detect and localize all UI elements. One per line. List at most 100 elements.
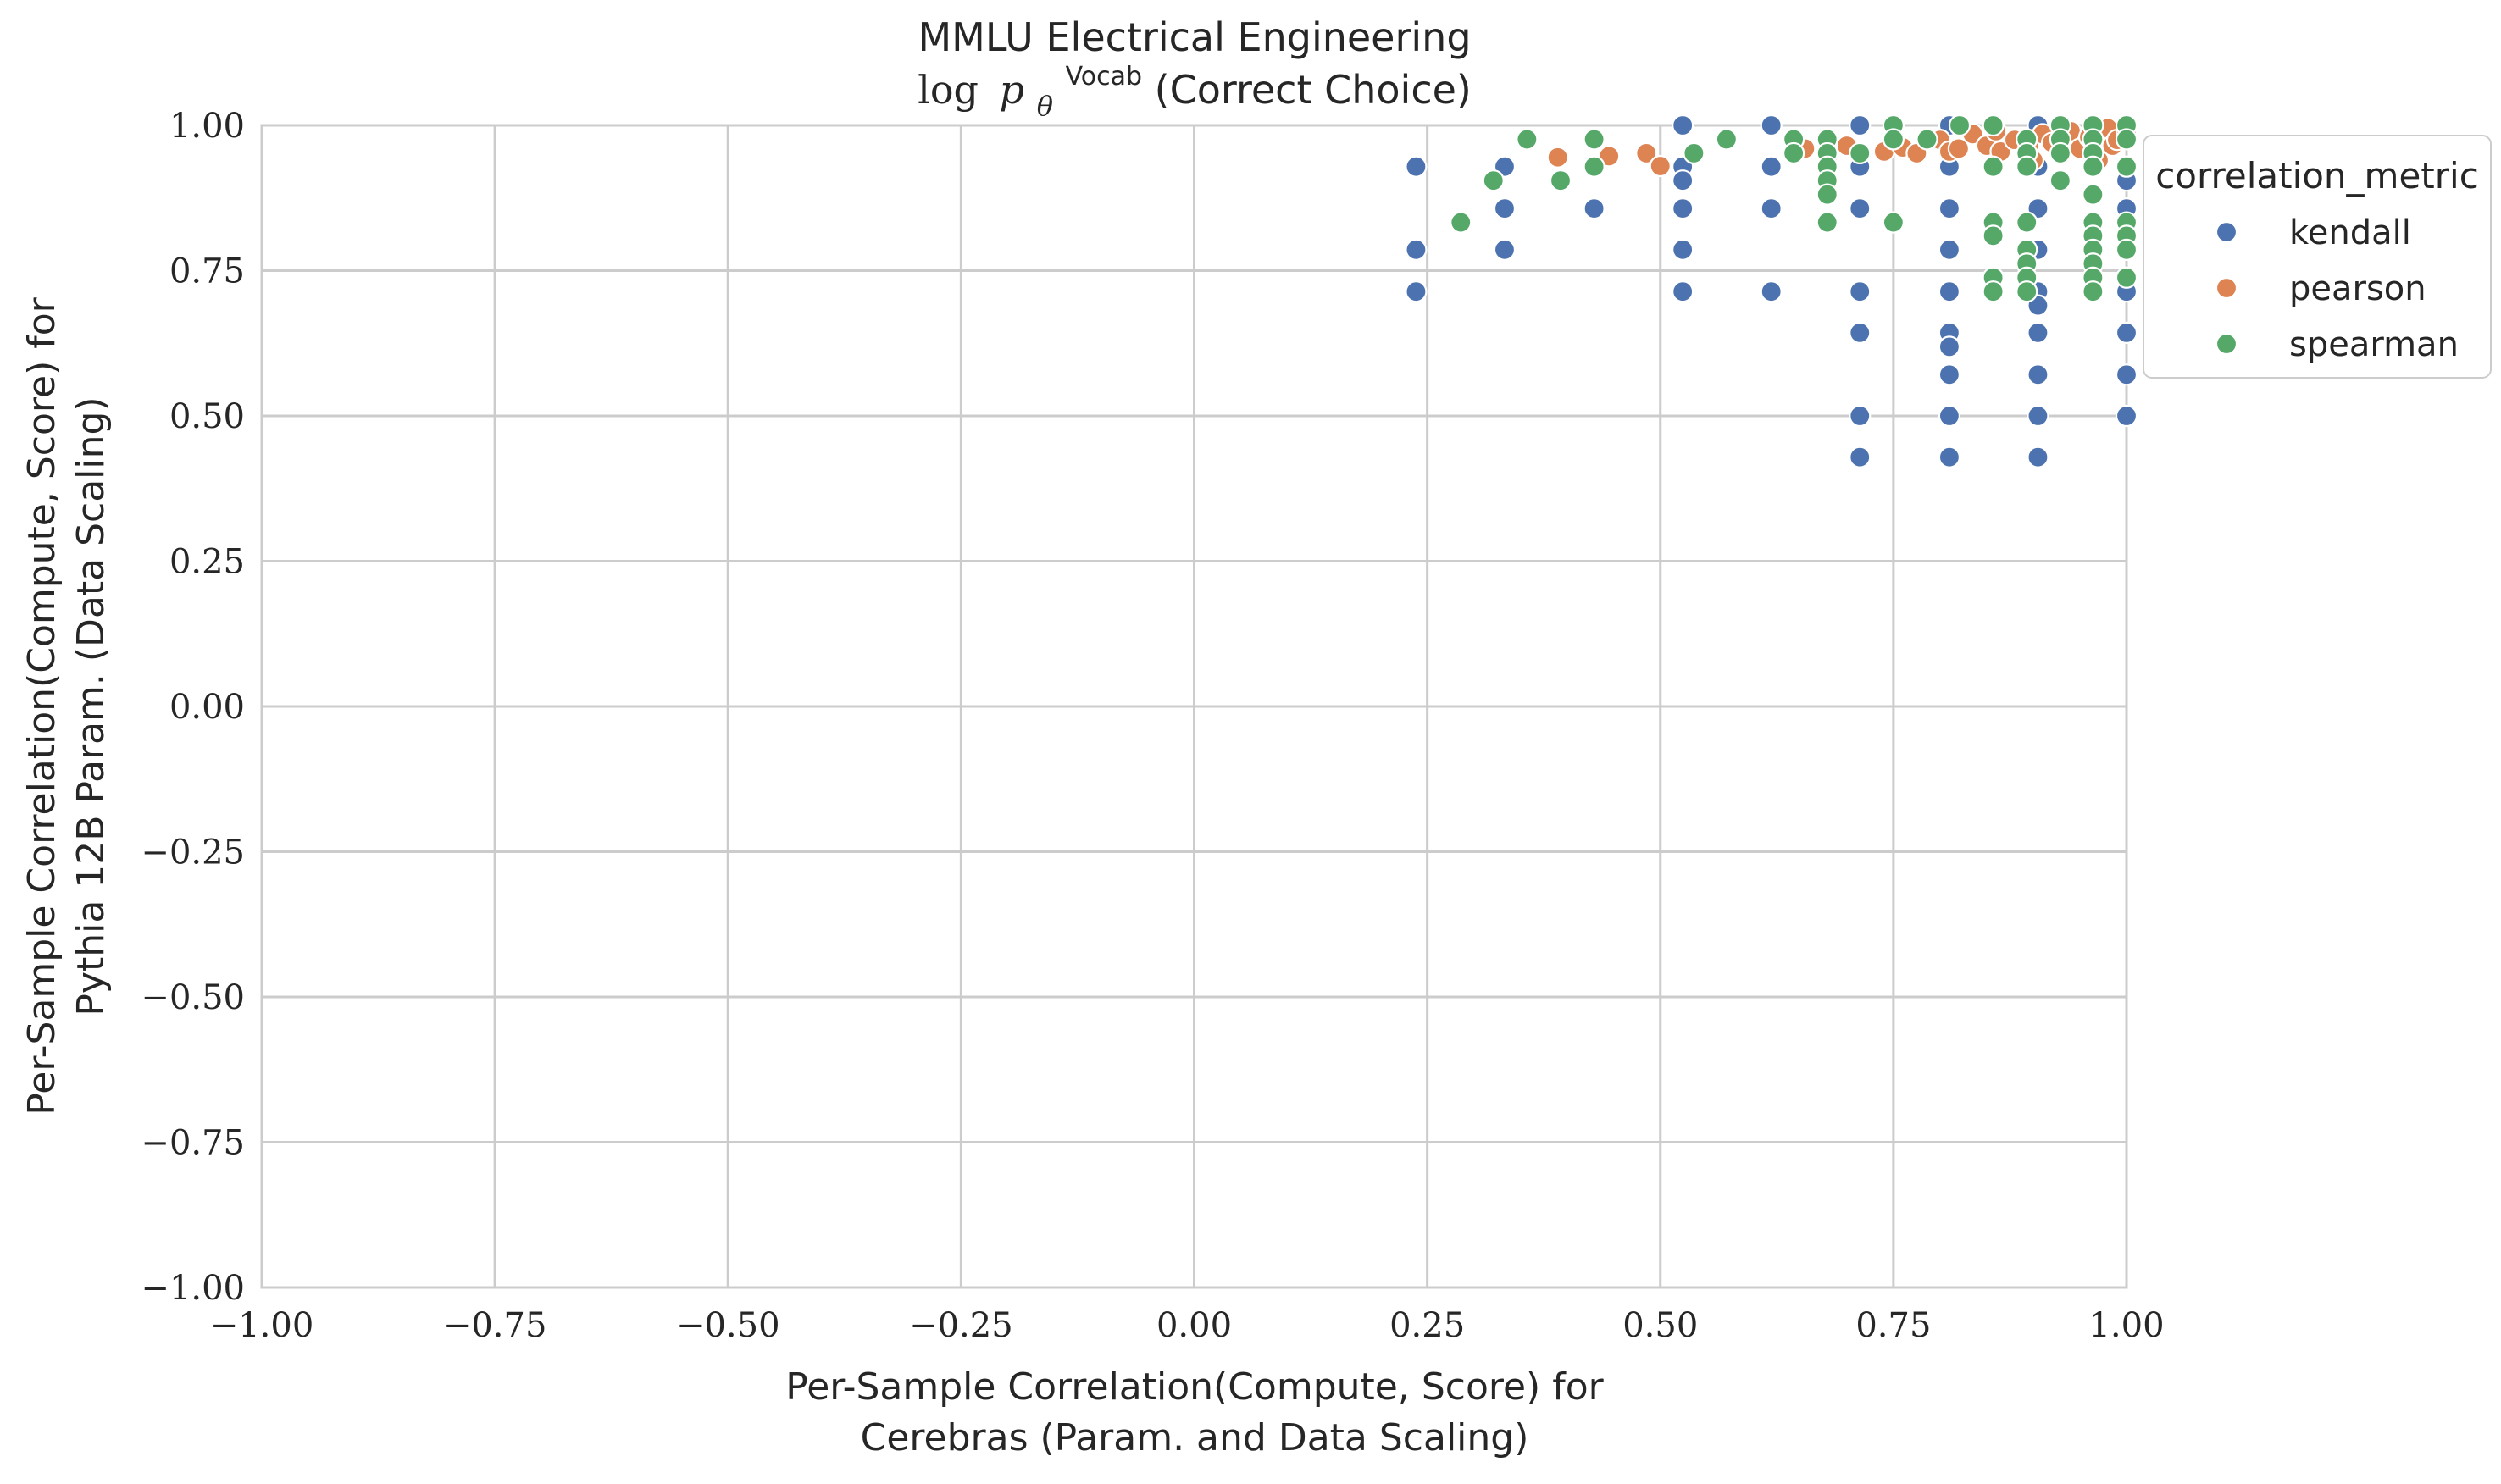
spearman-point bbox=[1816, 183, 1838, 206]
title-rest: (Correct Choice) bbox=[1155, 67, 1472, 113]
kendall-point bbox=[1938, 404, 1961, 428]
kendall-point bbox=[1760, 155, 1783, 178]
x-tick-label: 0.25 bbox=[1389, 1306, 1465, 1345]
legend-label-kendall: kendall bbox=[2289, 213, 2411, 252]
legend-box bbox=[2143, 135, 2492, 379]
x-tick-label: −1.00 bbox=[210, 1306, 314, 1345]
spearman-point bbox=[1982, 224, 2005, 247]
data-points bbox=[1405, 114, 2138, 468]
spearman-point bbox=[1948, 114, 1971, 137]
kendall-point bbox=[1938, 335, 1961, 358]
y-axis-label-line2: Pythia 12B Param. (Data Scaling) bbox=[69, 396, 113, 1016]
kendall-point bbox=[1849, 197, 1872, 220]
spearman-point bbox=[1683, 141, 1705, 165]
series-spearman bbox=[1450, 114, 2138, 303]
kendall-point bbox=[1938, 363, 1961, 386]
x-axis-label-line2: Cerebras (Param. and Data Scaling) bbox=[861, 1416, 1529, 1459]
spearman-point bbox=[2082, 183, 2104, 206]
y-tick-label: −0.50 bbox=[141, 978, 245, 1017]
kendall-point bbox=[1405, 238, 1428, 261]
spearman-point bbox=[2016, 211, 2038, 234]
y-tick-label: −0.25 bbox=[141, 833, 245, 872]
chart-title-line2: log p θ Vocab (Correct Choice) bbox=[918, 48, 1472, 125]
kendall-point bbox=[2115, 404, 2138, 428]
kendall-point bbox=[1672, 238, 1694, 261]
x-tick-labels: −1.00 −0.75 −0.50 −0.25 0.00 0.25 0.50 0.75 1.00 bbox=[210, 1306, 2165, 1345]
spearman-point bbox=[1982, 114, 2005, 137]
kendall-point bbox=[1760, 280, 1783, 303]
spearman-point bbox=[2115, 266, 2138, 289]
y-tick-label: 0.25 bbox=[169, 543, 245, 582]
spearman-point bbox=[1783, 141, 1805, 165]
kendall-point bbox=[1583, 197, 1605, 220]
kendall-point bbox=[1493, 238, 1517, 261]
legend-title: correlation_metric bbox=[2155, 155, 2479, 197]
x-tick-label: −0.50 bbox=[676, 1306, 780, 1345]
kendall-point bbox=[1849, 321, 1872, 345]
kendall-point bbox=[1938, 446, 1961, 468]
x-tick-label: 0.00 bbox=[1156, 1306, 1232, 1345]
x-tick-label: 1.00 bbox=[2088, 1306, 2164, 1345]
y-tick-label: 1.00 bbox=[169, 107, 245, 146]
pearson-point bbox=[1947, 137, 1971, 160]
legend-items: kendall pearson spearman bbox=[2215, 213, 2459, 364]
kendall-point bbox=[2027, 446, 2049, 468]
kendall-point bbox=[1849, 446, 1872, 468]
spearman-point bbox=[1516, 128, 1539, 151]
title-theta: θ bbox=[1037, 90, 1053, 122]
pearson-point bbox=[1598, 145, 1621, 168]
spearman-point bbox=[2016, 155, 2038, 178]
kendall-point bbox=[2115, 321, 2138, 345]
x-tick-label: 0.50 bbox=[1622, 1306, 1698, 1345]
spearman-point bbox=[1482, 169, 1505, 192]
kendall-point bbox=[2027, 404, 2049, 428]
kendall-point bbox=[1849, 114, 1872, 137]
spearman-point bbox=[1583, 155, 1605, 178]
y-tick-label: −0.75 bbox=[141, 1124, 245, 1163]
spearman-point bbox=[1450, 211, 1472, 234]
chart-title-line1: MMLU Electrical Engineering bbox=[918, 14, 1471, 60]
kendall-point bbox=[1672, 197, 1694, 220]
kendall-point bbox=[1493, 197, 1517, 220]
y-tick-label: −1.00 bbox=[141, 1269, 245, 1308]
x-tick-label: 0.75 bbox=[1855, 1306, 1931, 1345]
kendall-point bbox=[1672, 280, 1694, 303]
spearman-point bbox=[2115, 238, 2138, 261]
spearman-point bbox=[1583, 128, 1605, 151]
spearman-point bbox=[1715, 128, 1738, 151]
kendall-point bbox=[2115, 363, 2138, 386]
legend-marker-kendall bbox=[2215, 220, 2238, 244]
spearman-point bbox=[1549, 169, 1572, 192]
spearman-point bbox=[1882, 211, 1905, 234]
pearson-point bbox=[1546, 146, 1569, 169]
spearman-point bbox=[2082, 280, 2104, 303]
legend-label-spearman: spearman bbox=[2289, 325, 2459, 364]
title-p: p bbox=[1000, 67, 1024, 113]
x-tick-label: −0.25 bbox=[909, 1306, 1013, 1345]
kendall-point bbox=[1760, 197, 1783, 220]
kendall-point bbox=[2027, 321, 2049, 345]
spearman-point bbox=[2049, 169, 2071, 192]
spearman-point bbox=[2115, 128, 2138, 151]
y-tick-label: 0.50 bbox=[169, 397, 245, 436]
legend: correlation_metric kendall pearson spearma… bbox=[2143, 135, 2492, 379]
legend-label-pearson: pearson bbox=[2289, 269, 2426, 308]
plot-frame bbox=[260, 124, 2128, 1289]
y-tick-labels: −1.00 −0.75 −0.50 −0.25 0.00 0.25 0.50 0.75 1.00 bbox=[141, 107, 245, 1308]
spearman-point bbox=[1816, 211, 1838, 234]
kendall-point bbox=[1938, 238, 1961, 261]
kendall-point bbox=[1672, 169, 1694, 192]
title-log: log bbox=[918, 67, 979, 113]
x-tick-label: −0.75 bbox=[443, 1306, 547, 1345]
kendall-point bbox=[1760, 114, 1783, 137]
y-axis-label-line1: Per-Sample Correlation(Compute, Score) f… bbox=[20, 296, 64, 1115]
kendall-point bbox=[1405, 280, 1428, 303]
spearman-point bbox=[1916, 128, 1938, 151]
legend-marker-spearman bbox=[2215, 332, 2238, 356]
kendall-point bbox=[1938, 197, 1961, 220]
pearson-point bbox=[1635, 141, 1658, 165]
kendall-point bbox=[1405, 155, 1428, 178]
kendall-point bbox=[1849, 404, 1872, 428]
y-tick-label: 0.75 bbox=[169, 252, 245, 291]
